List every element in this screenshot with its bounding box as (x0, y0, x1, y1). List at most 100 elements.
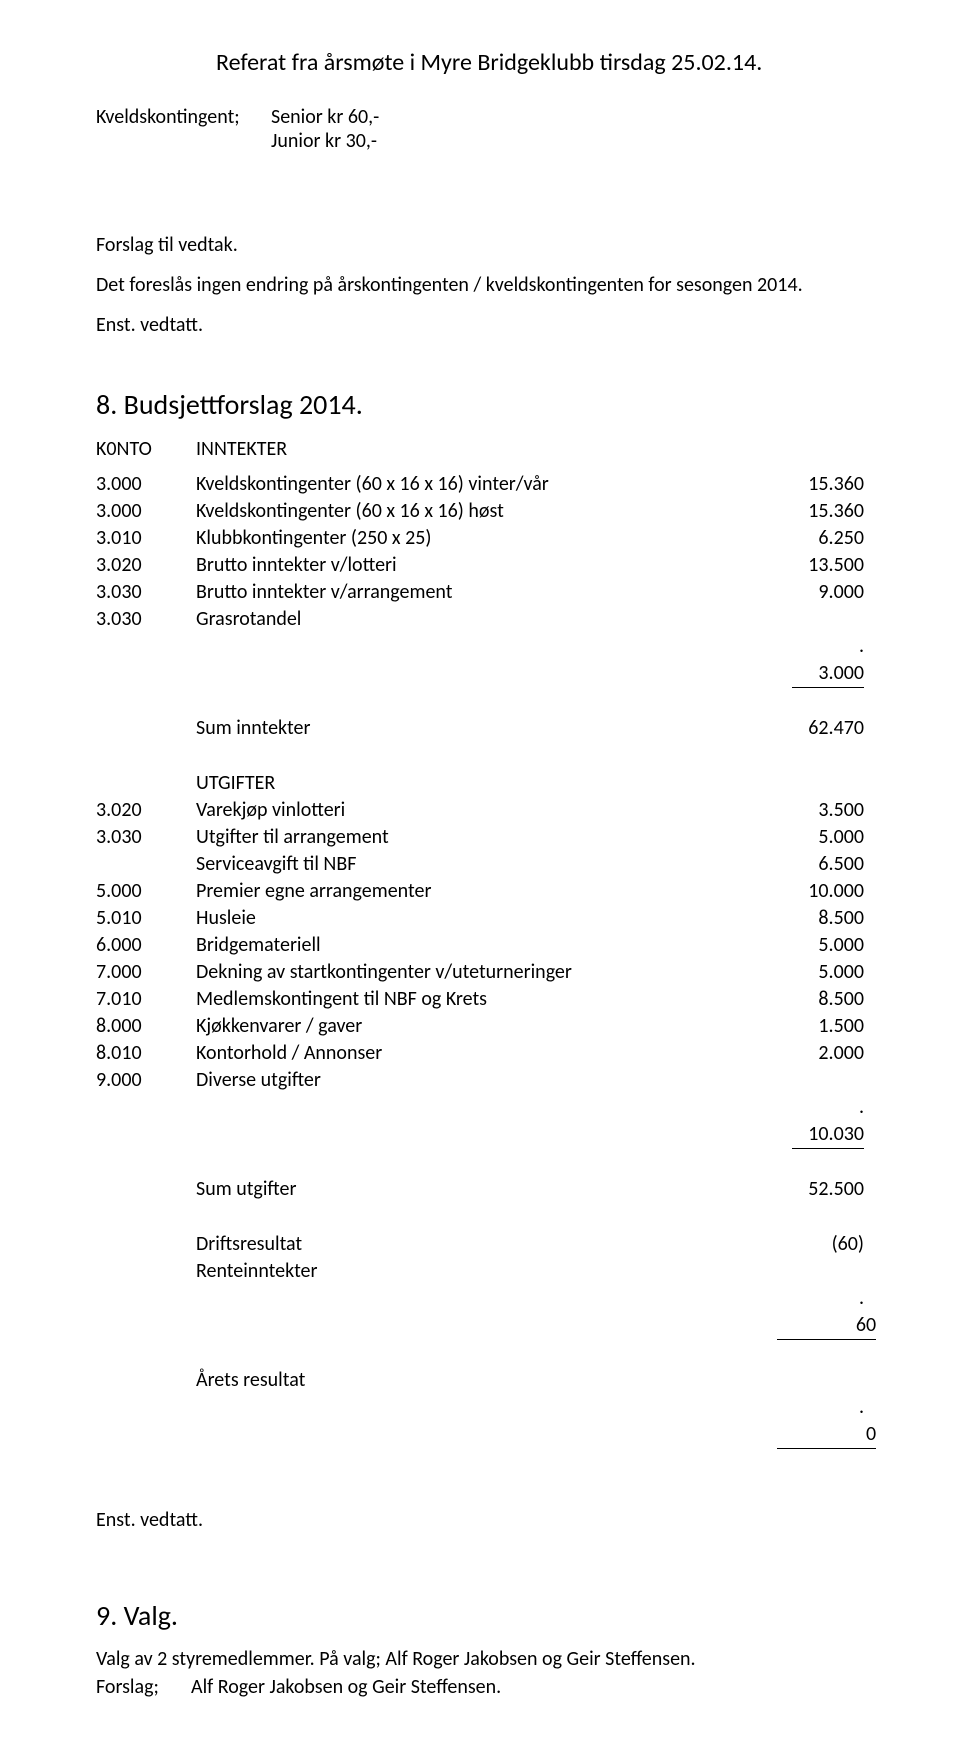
amt-cell: . 3.000 (759, 606, 864, 715)
konto-cell: 8.010 (96, 1040, 196, 1067)
konto-header: K0NTO (96, 436, 196, 463)
konto-cell: 3.030 (96, 824, 196, 851)
desc-cell: Dekning av startkontingenter v/uteturner… (196, 959, 759, 986)
desc-cell: Grasrotandel (196, 606, 759, 715)
konto-cell: 3.010 (96, 525, 196, 552)
desc-cell: Brutto inntekter v/arrangement (196, 579, 759, 606)
inntekter-row: 3.000Kveldskontingenter (60 x 16 x 16) v… (96, 471, 864, 498)
konto-cell: 3.000 (96, 471, 196, 498)
desc-cell: Kveldskontingenter (60 x 16 x 16) høst (196, 498, 759, 525)
konto-cell: 6.000 (96, 932, 196, 959)
forslag-text: Det foreslås ingen endring på årskonting… (96, 273, 864, 297)
amt-cell: 3.500 (759, 797, 864, 824)
amt-cell: 5.000 (759, 959, 864, 986)
amt-cell: 15.360 (759, 471, 864, 498)
utgifter-row: 5.000Premier egne arrangementer10.000 (96, 878, 864, 905)
arets-resultat-row: Årets resultat . 0 (96, 1367, 864, 1476)
forslag-label: Forslag; (96, 1675, 191, 1699)
sum-inntekter-label: Sum inntekter (196, 715, 759, 742)
utgifter-row: 8.010Kontorhold / Annonser2.000 (96, 1040, 864, 1067)
amt-cell: 1.500 (759, 1013, 864, 1040)
sum-inntekter-amt: 62.470 (759, 715, 864, 742)
amt-value: 3.000 (792, 660, 864, 688)
amt-cell: 2.000 (759, 1040, 864, 1067)
amt-value: 10.030 (792, 1121, 864, 1149)
inntekter-header: INNTEKTER (196, 436, 759, 463)
konto-cell: 3.020 (96, 552, 196, 579)
desc-cell: Husleie (196, 905, 759, 932)
page-title: Referat fra årsmøte i Myre Bridgeklubb t… (216, 48, 864, 77)
forslag-row: Forslag; Alf Roger Jakobsen og Geir Stef… (96, 1675, 864, 1699)
amt-cell: 8.500 (759, 905, 864, 932)
section-9-heading: 9. Valg. (96, 1598, 864, 1633)
konto-cell: 8.000 (96, 1013, 196, 1040)
driftsresultat-amt: (60) (759, 1231, 864, 1258)
utgifter-row: 7.000Dekning av startkontingenter v/utet… (96, 959, 864, 986)
dot: . (859, 1286, 864, 1310)
inntekter-row: 3.020Brutto inntekter v/lotteri13.500 (96, 552, 864, 579)
utgifter-header: UTGIFTER (196, 770, 759, 797)
budget-header-utgifter: UTGIFTER (96, 770, 864, 797)
amt-cell: 15.360 (759, 498, 864, 525)
budget-header-inntekter: K0NTO INNTEKTER (96, 436, 864, 463)
inntekter-row-last: 3.030 Grasrotandel . 3.000 (96, 606, 864, 715)
utgifter-row: Serviceavgift til NBF6.500 (96, 851, 864, 878)
konto-cell: 3.020 (96, 797, 196, 824)
dot: . (859, 1395, 864, 1419)
arets-resultat-label: Årets resultat (196, 1367, 759, 1476)
utgifter-row-last: 9.000 Diverse utgifter . 10.030 (96, 1067, 864, 1176)
enst-vedtatt-1: Enst. vedtatt. (96, 313, 864, 337)
kveld-senior: Senior kr 60,- (271, 105, 379, 129)
dot: . (859, 1095, 864, 1119)
forslag-value: Alf Roger Jakobsen og Geir Steffensen. (191, 1675, 501, 1699)
konto-cell: 5.010 (96, 905, 196, 932)
desc-cell: Kontorhold / Annonser (196, 1040, 759, 1067)
valg-line-1: Valg av 2 styremedlemmer. På valg; Alf R… (96, 1647, 864, 1671)
driftsresultat-label: Driftsresultat (196, 1231, 759, 1258)
utgifter-row: 8.000Kjøkkenvarer / gaver1.500 (96, 1013, 864, 1040)
utgifter-row: 3.020Varekjøp vinlotteri3.500 (96, 797, 864, 824)
konto-cell: 3.030 (96, 606, 196, 715)
konto-cell: 3.000 (96, 498, 196, 525)
konto-cell: 7.000 (96, 959, 196, 986)
konto-cell: 7.010 (96, 986, 196, 1013)
desc-cell: Kveldskontingenter (60 x 16 x 16) vinter… (196, 471, 759, 498)
amt-value: 60 (777, 1312, 876, 1340)
desc-cell: Klubbkontingenter (250 x 25) (196, 525, 759, 552)
forslag-vedtak-label: Forslag til vedtak. (96, 233, 864, 257)
renteinntekter-row: Renteinntekter . 60 (96, 1258, 864, 1367)
inntekter-row: 3.010Klubbkontingenter (250 x 25)6.250 (96, 525, 864, 552)
amt-value: 0 (777, 1421, 876, 1449)
desc-cell: Serviceavgift til NBF (196, 851, 759, 878)
amt-cell: 8.500 (759, 986, 864, 1013)
desc-cell: Varekjøp vinlotteri (196, 797, 759, 824)
desc-cell: Brutto inntekter v/lotteri (196, 552, 759, 579)
arets-resultat-amt: . 0 (759, 1367, 864, 1476)
kveld-junior: Junior kr 30,- (271, 129, 379, 153)
kveldskontingent-row: Kveldskontingent; Senior kr 60,- Junior … (96, 105, 864, 153)
desc-cell: Diverse utgifter (196, 1067, 759, 1176)
dot: . (859, 634, 864, 658)
enst-vedtatt-2: Enst. vedtatt. (96, 1508, 864, 1532)
renteinntekter-label: Renteinntekter (196, 1258, 759, 1367)
desc-cell: Bridgemateriell (196, 932, 759, 959)
konto-cell: 9.000 (96, 1067, 196, 1176)
sum-inntekter-row: Sum inntekter 62.470 (96, 715, 864, 742)
desc-cell: Kjøkkenvarer / gaver (196, 1013, 759, 1040)
konto-cell: 3.030 (96, 579, 196, 606)
amt-cell: 13.500 (759, 552, 864, 579)
utgifter-row: 6.000Bridgemateriell5.000 (96, 932, 864, 959)
desc-cell: Premier egne arrangementer (196, 878, 759, 905)
amt-cell: 10.000 (759, 878, 864, 905)
kveldskontingent-label: Kveldskontingent; (96, 105, 271, 153)
desc-cell: Utgifter til arrangement (196, 824, 759, 851)
amt-cell: 9.000 (759, 579, 864, 606)
amt-cell: 5.000 (759, 932, 864, 959)
amt-cell: 5.000 (759, 824, 864, 851)
sum-utgifter-amt: 52.500 (759, 1176, 864, 1203)
utgifter-row: 7.010Medlemskontingent til NBF og Krets8… (96, 986, 864, 1013)
konto-cell (96, 851, 196, 878)
utgifter-row: 3.030Utgifter til arrangement5.000 (96, 824, 864, 851)
driftsresultat-row: Driftsresultat (60) (96, 1231, 864, 1258)
section-8-heading: 8. Budsjettforslag 2014. (96, 387, 864, 422)
